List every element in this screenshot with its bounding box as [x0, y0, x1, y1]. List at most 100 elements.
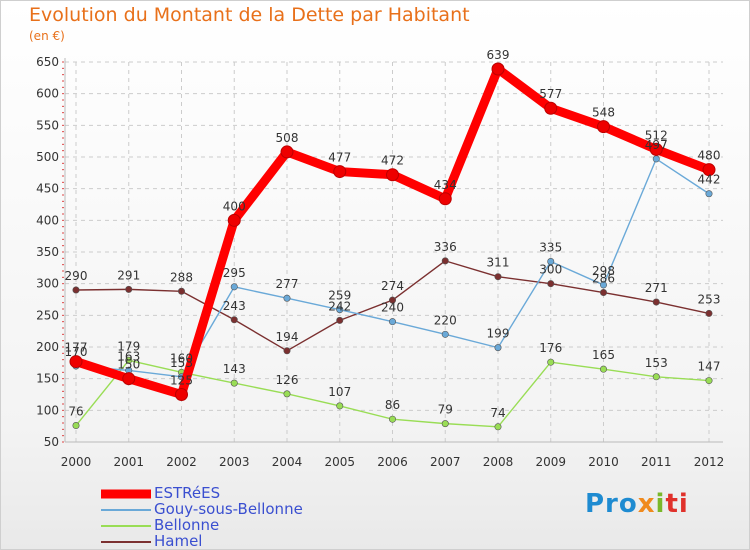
data-label: 253: [698, 292, 721, 306]
data-label: 170: [65, 345, 88, 359]
data-point: [336, 316, 344, 324]
x-tick-label: 2000: [61, 455, 92, 469]
data-label: 165: [592, 348, 615, 362]
data-label: 277: [276, 277, 299, 291]
data-point: [441, 330, 449, 338]
data-point: [438, 192, 452, 206]
data-point: [599, 365, 607, 373]
x-tick-label: 2006: [377, 455, 408, 469]
data-label: 125: [170, 374, 193, 388]
data-point: [705, 309, 713, 317]
data-label: 74: [490, 406, 505, 420]
data-point: [494, 423, 502, 431]
data-point: [125, 356, 133, 364]
x-tick-label: 2007: [430, 455, 461, 469]
data-label: 295: [223, 266, 246, 280]
data-label: 512: [645, 128, 668, 142]
data-point: [494, 344, 502, 352]
data-label: 163: [117, 349, 140, 363]
y-tick-label: 500: [36, 150, 59, 164]
data-label: 153: [170, 356, 193, 370]
data-label: 153: [645, 356, 668, 370]
x-tick-label: 2005: [324, 455, 355, 469]
data-point: [336, 306, 344, 314]
data-point: [230, 379, 238, 387]
data-label: 79: [438, 403, 453, 417]
data-point: [705, 377, 713, 385]
data-label: 243: [223, 299, 246, 313]
data-point: [175, 388, 188, 401]
data-label: 194: [276, 330, 299, 344]
data-label: 472: [381, 154, 404, 168]
data-point: [230, 316, 238, 324]
data-point: [544, 101, 558, 115]
data-label: 107: [328, 385, 351, 399]
legend-item-estrees: ESTRéES: [101, 484, 361, 502]
data-point: [227, 213, 241, 227]
data-label: 298: [592, 264, 615, 278]
data-label: 220: [434, 313, 457, 327]
x-tick-label: 2001: [113, 455, 144, 469]
data-point: [283, 390, 291, 398]
data-label: 300: [539, 263, 562, 277]
data-label: 400: [223, 199, 246, 213]
data-label: 274: [381, 279, 404, 293]
data-label: 311: [487, 256, 510, 270]
data-point: [388, 318, 396, 326]
y-tick-label: 250: [36, 308, 59, 322]
y-tick-label: 300: [36, 277, 59, 291]
x-tick-label: 2010: [588, 455, 619, 469]
legend-swatch: [101, 509, 151, 511]
y-tick-label: 650: [36, 55, 59, 69]
data-point: [547, 257, 555, 265]
data-label: 508: [276, 131, 299, 145]
x-tick-label: 2009: [535, 455, 566, 469]
data-point: [283, 294, 291, 302]
data-point: [705, 190, 713, 198]
data-label: 442: [698, 173, 721, 187]
data-label: 259: [328, 289, 351, 303]
data-point: [652, 298, 660, 306]
data-point: [72, 422, 80, 430]
data-label: 335: [539, 241, 562, 255]
data-label: 577: [539, 87, 562, 101]
y-tick-label: 100: [36, 403, 59, 417]
data-point: [230, 283, 238, 291]
data-label: 86: [385, 398, 400, 412]
legend-label: Gouy-sous-Bellonne: [154, 500, 303, 518]
y-tick-label: 600: [36, 87, 59, 101]
data-point: [336, 402, 344, 410]
data-label: 336: [434, 240, 457, 254]
data-point: [72, 286, 80, 294]
data-label: 160: [170, 351, 193, 365]
y-tick-label: 150: [36, 372, 59, 386]
data-point: [547, 358, 555, 366]
x-tick-label: 2002: [166, 455, 197, 469]
x-tick-label: 2008: [483, 455, 514, 469]
data-label: 76: [68, 405, 83, 419]
data-label: 291: [117, 268, 140, 282]
data-point: [386, 168, 399, 182]
y-tick-label: 50: [44, 435, 59, 449]
chart-subtitle: (en €): [29, 29, 65, 43]
data-label: 147: [698, 360, 721, 374]
data-point: [491, 62, 505, 76]
x-tick-label: 2011: [641, 455, 672, 469]
data-label: 639: [487, 48, 510, 62]
y-tick-label: 400: [36, 213, 59, 227]
legend-item-gouy-sous-bellonne: Gouy-sous-Bellonne: [101, 500, 361, 518]
legend-swatch: [101, 541, 151, 543]
data-label: 497: [645, 138, 668, 152]
y-tick-label: 450: [36, 182, 59, 196]
data-point: [597, 120, 610, 134]
data-point: [388, 415, 396, 423]
data-label: 477: [328, 151, 351, 165]
data-label: 434: [434, 178, 457, 192]
data-label: 150: [117, 358, 140, 372]
y-tick-label: 550: [36, 118, 59, 132]
data-label: 179: [117, 339, 140, 353]
legend-label: ESTRéES: [154, 484, 221, 502]
data-label: 126: [276, 373, 299, 387]
legend-swatch: [101, 489, 151, 499]
y-tick-label: 350: [36, 245, 59, 259]
